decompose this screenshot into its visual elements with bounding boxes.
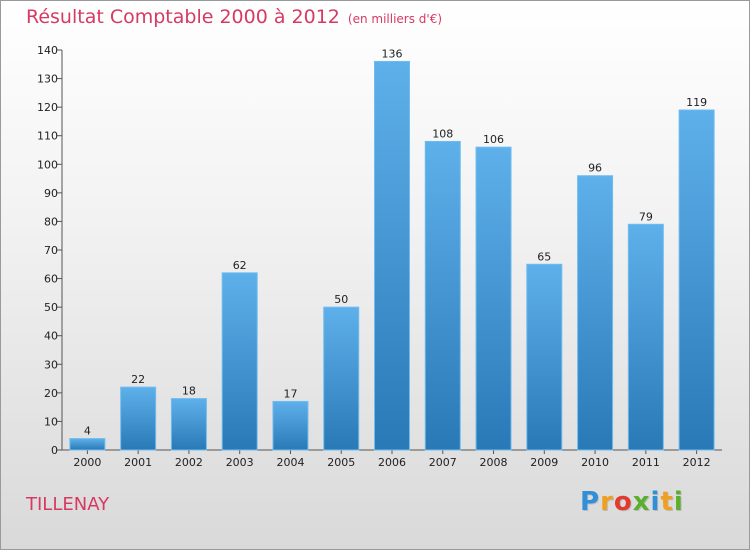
- chart-title-block: Résultat Comptable 2000 à 2012 (en millie…: [26, 6, 442, 28]
- chart-title: Résultat Comptable 2000 à 2012: [26, 6, 340, 28]
- data-label: 96: [588, 162, 602, 175]
- bar: [69, 438, 106, 451]
- bar: [577, 175, 614, 451]
- data-label: 62: [233, 259, 247, 272]
- data-label: 50: [334, 293, 348, 306]
- data-label: 106: [483, 133, 504, 146]
- bar: [678, 109, 715, 451]
- y-tick-label: 80: [44, 215, 58, 228]
- chart-bars: [69, 60, 715, 451]
- data-label: 22: [131, 373, 145, 386]
- y-tick-label: 130: [37, 73, 58, 86]
- bar: [221, 272, 258, 451]
- x-tick-label: 2010: [581, 456, 609, 469]
- x-tick-label: 2005: [327, 456, 355, 469]
- y-tick-label: 30: [44, 358, 58, 371]
- bar: [120, 386, 157, 451]
- data-label: 136: [382, 47, 403, 60]
- logo-letter: i: [650, 487, 661, 517]
- bar: [424, 140, 461, 451]
- bar: [272, 400, 309, 451]
- x-tick-label: 2001: [124, 456, 152, 469]
- y-tick-label: 90: [44, 187, 58, 200]
- x-tick-label: 2004: [276, 456, 304, 469]
- x-tick-label: 2011: [632, 456, 660, 469]
- commune-name: TILLENAY: [26, 494, 110, 515]
- data-label: 79: [639, 210, 653, 223]
- y-tick-label: 50: [44, 301, 58, 314]
- proxiti-logo: Proxiti: [580, 487, 684, 517]
- logo-letter: i: [673, 487, 684, 517]
- y-tick-label: 0: [51, 444, 58, 457]
- chart-labels: 2000 4 2001 22 2002 18 2003 62 2004 17 2005 50 2006 1…: [73, 47, 710, 469]
- logo-letter: r: [600, 487, 614, 517]
- x-tick-label: 2003: [226, 456, 254, 469]
- x-tick-label: 2006: [378, 456, 406, 469]
- logo-letter: t: [660, 487, 674, 517]
- x-tick-label: 2002: [175, 456, 203, 469]
- data-label: 18: [182, 385, 196, 398]
- x-tick-label: 2008: [480, 456, 508, 469]
- y-tick-label: 60: [44, 273, 58, 286]
- y-tick-label: 120: [37, 101, 58, 114]
- y-tick-label: 20: [44, 387, 58, 400]
- bar: [475, 146, 512, 451]
- data-label: 4: [84, 425, 91, 438]
- bar: [526, 263, 563, 451]
- y-tick-label: 70: [44, 244, 58, 257]
- x-tick-label: 2007: [429, 456, 457, 469]
- data-label: 65: [537, 250, 551, 263]
- data-label: 108: [432, 127, 453, 140]
- logo-letter: o: [613, 487, 633, 517]
- bar: [374, 60, 410, 451]
- y-tick-label: 10: [44, 415, 58, 428]
- data-label: 17: [283, 387, 297, 400]
- y-tick-label: 140: [37, 44, 58, 57]
- y-tick-label: 100: [37, 158, 58, 171]
- chart-subtitle: (en milliers d'€): [347, 12, 443, 26]
- x-tick-label: 2009: [530, 456, 558, 469]
- y-tick-label: 110: [37, 130, 58, 143]
- logo-letter: P: [580, 487, 601, 517]
- logo-letter: x: [632, 487, 651, 517]
- x-tick-label: 2000: [73, 456, 101, 469]
- bar: [323, 306, 360, 451]
- bar: [170, 398, 207, 451]
- y-tick-label: 40: [44, 330, 58, 343]
- x-tick-label: 2012: [683, 456, 711, 469]
- data-label: 119: [686, 96, 707, 109]
- bar: [627, 223, 664, 451]
